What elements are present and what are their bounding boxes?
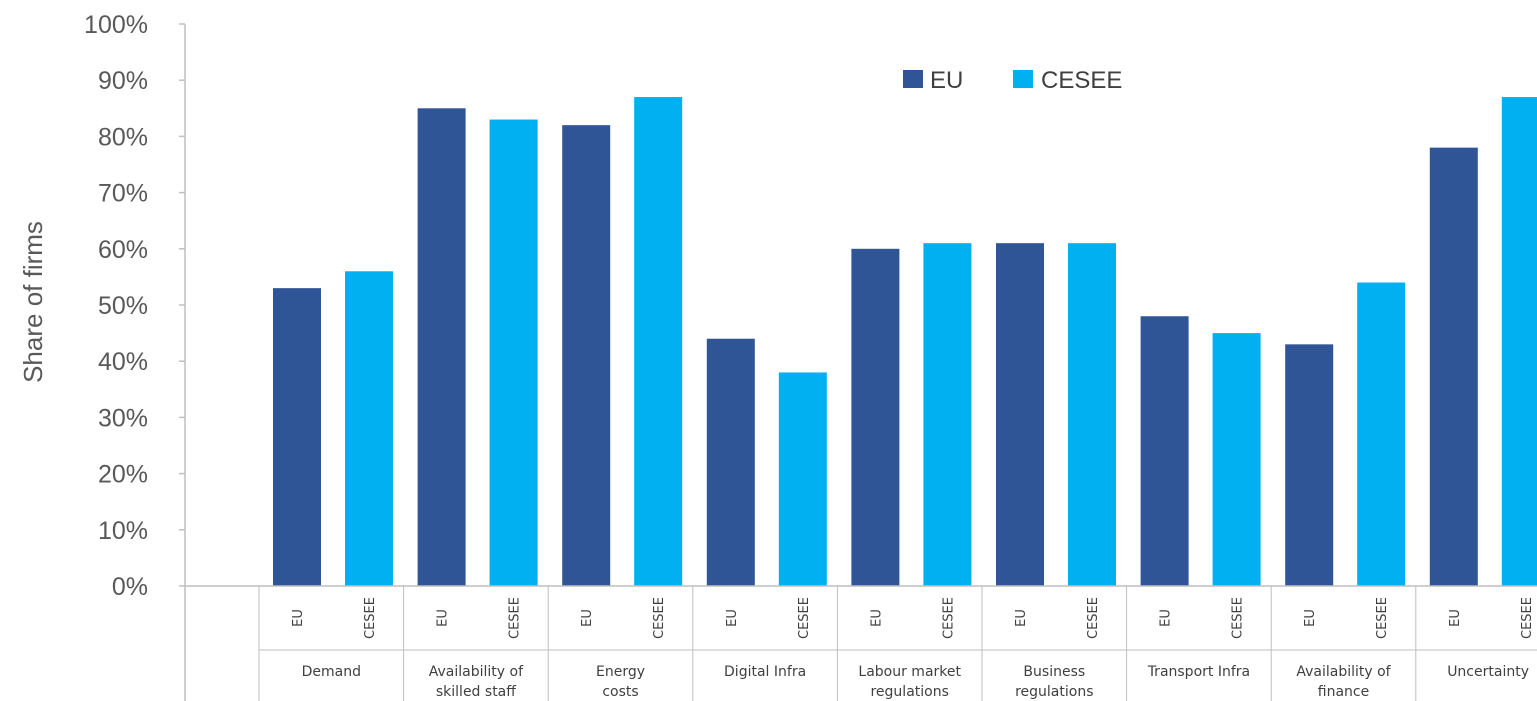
bar-eu-energy-costs <box>562 125 611 586</box>
y-tick-label: 20% <box>98 461 148 489</box>
bar-cesee-availability-of-skilled-staff <box>489 119 538 586</box>
bar-cesee-energy-costs <box>634 97 683 586</box>
y-tick-label: 10% <box>98 517 148 545</box>
y-tick-label: 60% <box>98 236 148 264</box>
x-sub-label: CESEE <box>652 597 667 639</box>
x-sub-label: EU <box>291 609 306 627</box>
x-axis: EU CESEE Demand EU CESEE Availability of skill… <box>185 585 1537 701</box>
x-category-label: Availability of <box>429 664 524 680</box>
legend: EU CESEE <box>903 67 1122 94</box>
y-tick-label: 40% <box>98 348 148 376</box>
bar-eu-demand <box>273 288 321 586</box>
x-category-label: costs <box>602 684 638 700</box>
x-sub-label: EU <box>580 609 595 627</box>
y-axis: 0% 10% 20% 30% 40% 50% 60% 70% 80% 90% 100% <box>84 11 186 701</box>
x-sub-label: CESEE <box>363 597 378 639</box>
bars <box>273 97 1537 587</box>
x-category-label: Labour market <box>858 664 961 680</box>
x-sub-label: CESEE <box>797 597 812 639</box>
legend-eu-label: EU <box>930 67 963 94</box>
x-category-label: Energy <box>596 664 645 680</box>
bar-eu-business-regulations <box>996 243 1044 586</box>
y-tick-label: 80% <box>98 123 148 151</box>
bar-eu-digital-infra <box>706 338 755 586</box>
x-category-label: Uncertainty <box>1447 664 1529 680</box>
bar-eu-labour-market-regulations <box>851 248 900 587</box>
bar-cesee-business-regulations <box>1068 243 1116 586</box>
y-tick-label: 100% <box>84 11 148 39</box>
bar-eu-uncertainty <box>1429 147 1478 586</box>
bar-eu-availability-of-skilled-staff <box>417 108 466 587</box>
legend-cesee-label: CESEE <box>1041 67 1122 94</box>
y-tick-label: 90% <box>98 67 148 95</box>
x-sub-label: EU <box>436 609 451 627</box>
x-category-label: Digital Infra <box>724 664 806 680</box>
x-sub-label: EU <box>1014 609 1029 627</box>
y-tick-label: 70% <box>98 180 148 208</box>
x-sub-label: EU <box>725 609 740 627</box>
x-sub-label: CESEE <box>1375 597 1390 639</box>
x-sub-label: CESEE <box>508 597 523 639</box>
y-tick-label: 0% <box>112 573 148 601</box>
bar-cesee-transport-infra <box>1212 333 1261 586</box>
x-category-label: regulations <box>1015 684 1093 700</box>
bar-eu-transport-infra <box>1140 316 1189 586</box>
x-category-label: Transport Infra <box>1147 664 1250 680</box>
bar-cesee-availability-of-finance <box>1357 282 1406 586</box>
x-sub-label: EU <box>869 609 884 627</box>
bar-eu-availability-of-finance <box>1285 344 1334 586</box>
x-sub-label: CESEE <box>1520 597 1535 639</box>
bar-cesee-digital-infra <box>778 372 827 586</box>
y-axis-label: Share of firms <box>18 221 48 383</box>
x-category-label: Demand <box>302 664 361 680</box>
bar-cesee-demand <box>345 271 393 586</box>
x-sub-label: CESEE <box>1086 597 1101 639</box>
x-category-label: regulations <box>870 684 948 700</box>
bar-cesee-labour-market-regulations <box>923 243 972 586</box>
x-category-label: Business <box>1023 664 1085 680</box>
x-sub-label: EU <box>1159 609 1174 627</box>
bar-cesee-uncertainty <box>1501 97 1537 586</box>
x-sub-label: CESEE <box>941 597 956 639</box>
y-tick-label: 30% <box>98 404 148 432</box>
x-sub-label: EU <box>1303 609 1318 627</box>
x-category-label: Availability of <box>1296 664 1391 680</box>
x-category-label: finance <box>1318 684 1369 700</box>
y-tick-label: 50% <box>98 292 148 320</box>
x-sub-label: EU <box>1448 609 1463 627</box>
legend-cesee-swatch <box>1013 70 1033 88</box>
x-sub-label: CESEE <box>1231 597 1246 639</box>
legend-eu-swatch <box>903 70 923 88</box>
x-category-label: skilled staff <box>436 684 516 700</box>
